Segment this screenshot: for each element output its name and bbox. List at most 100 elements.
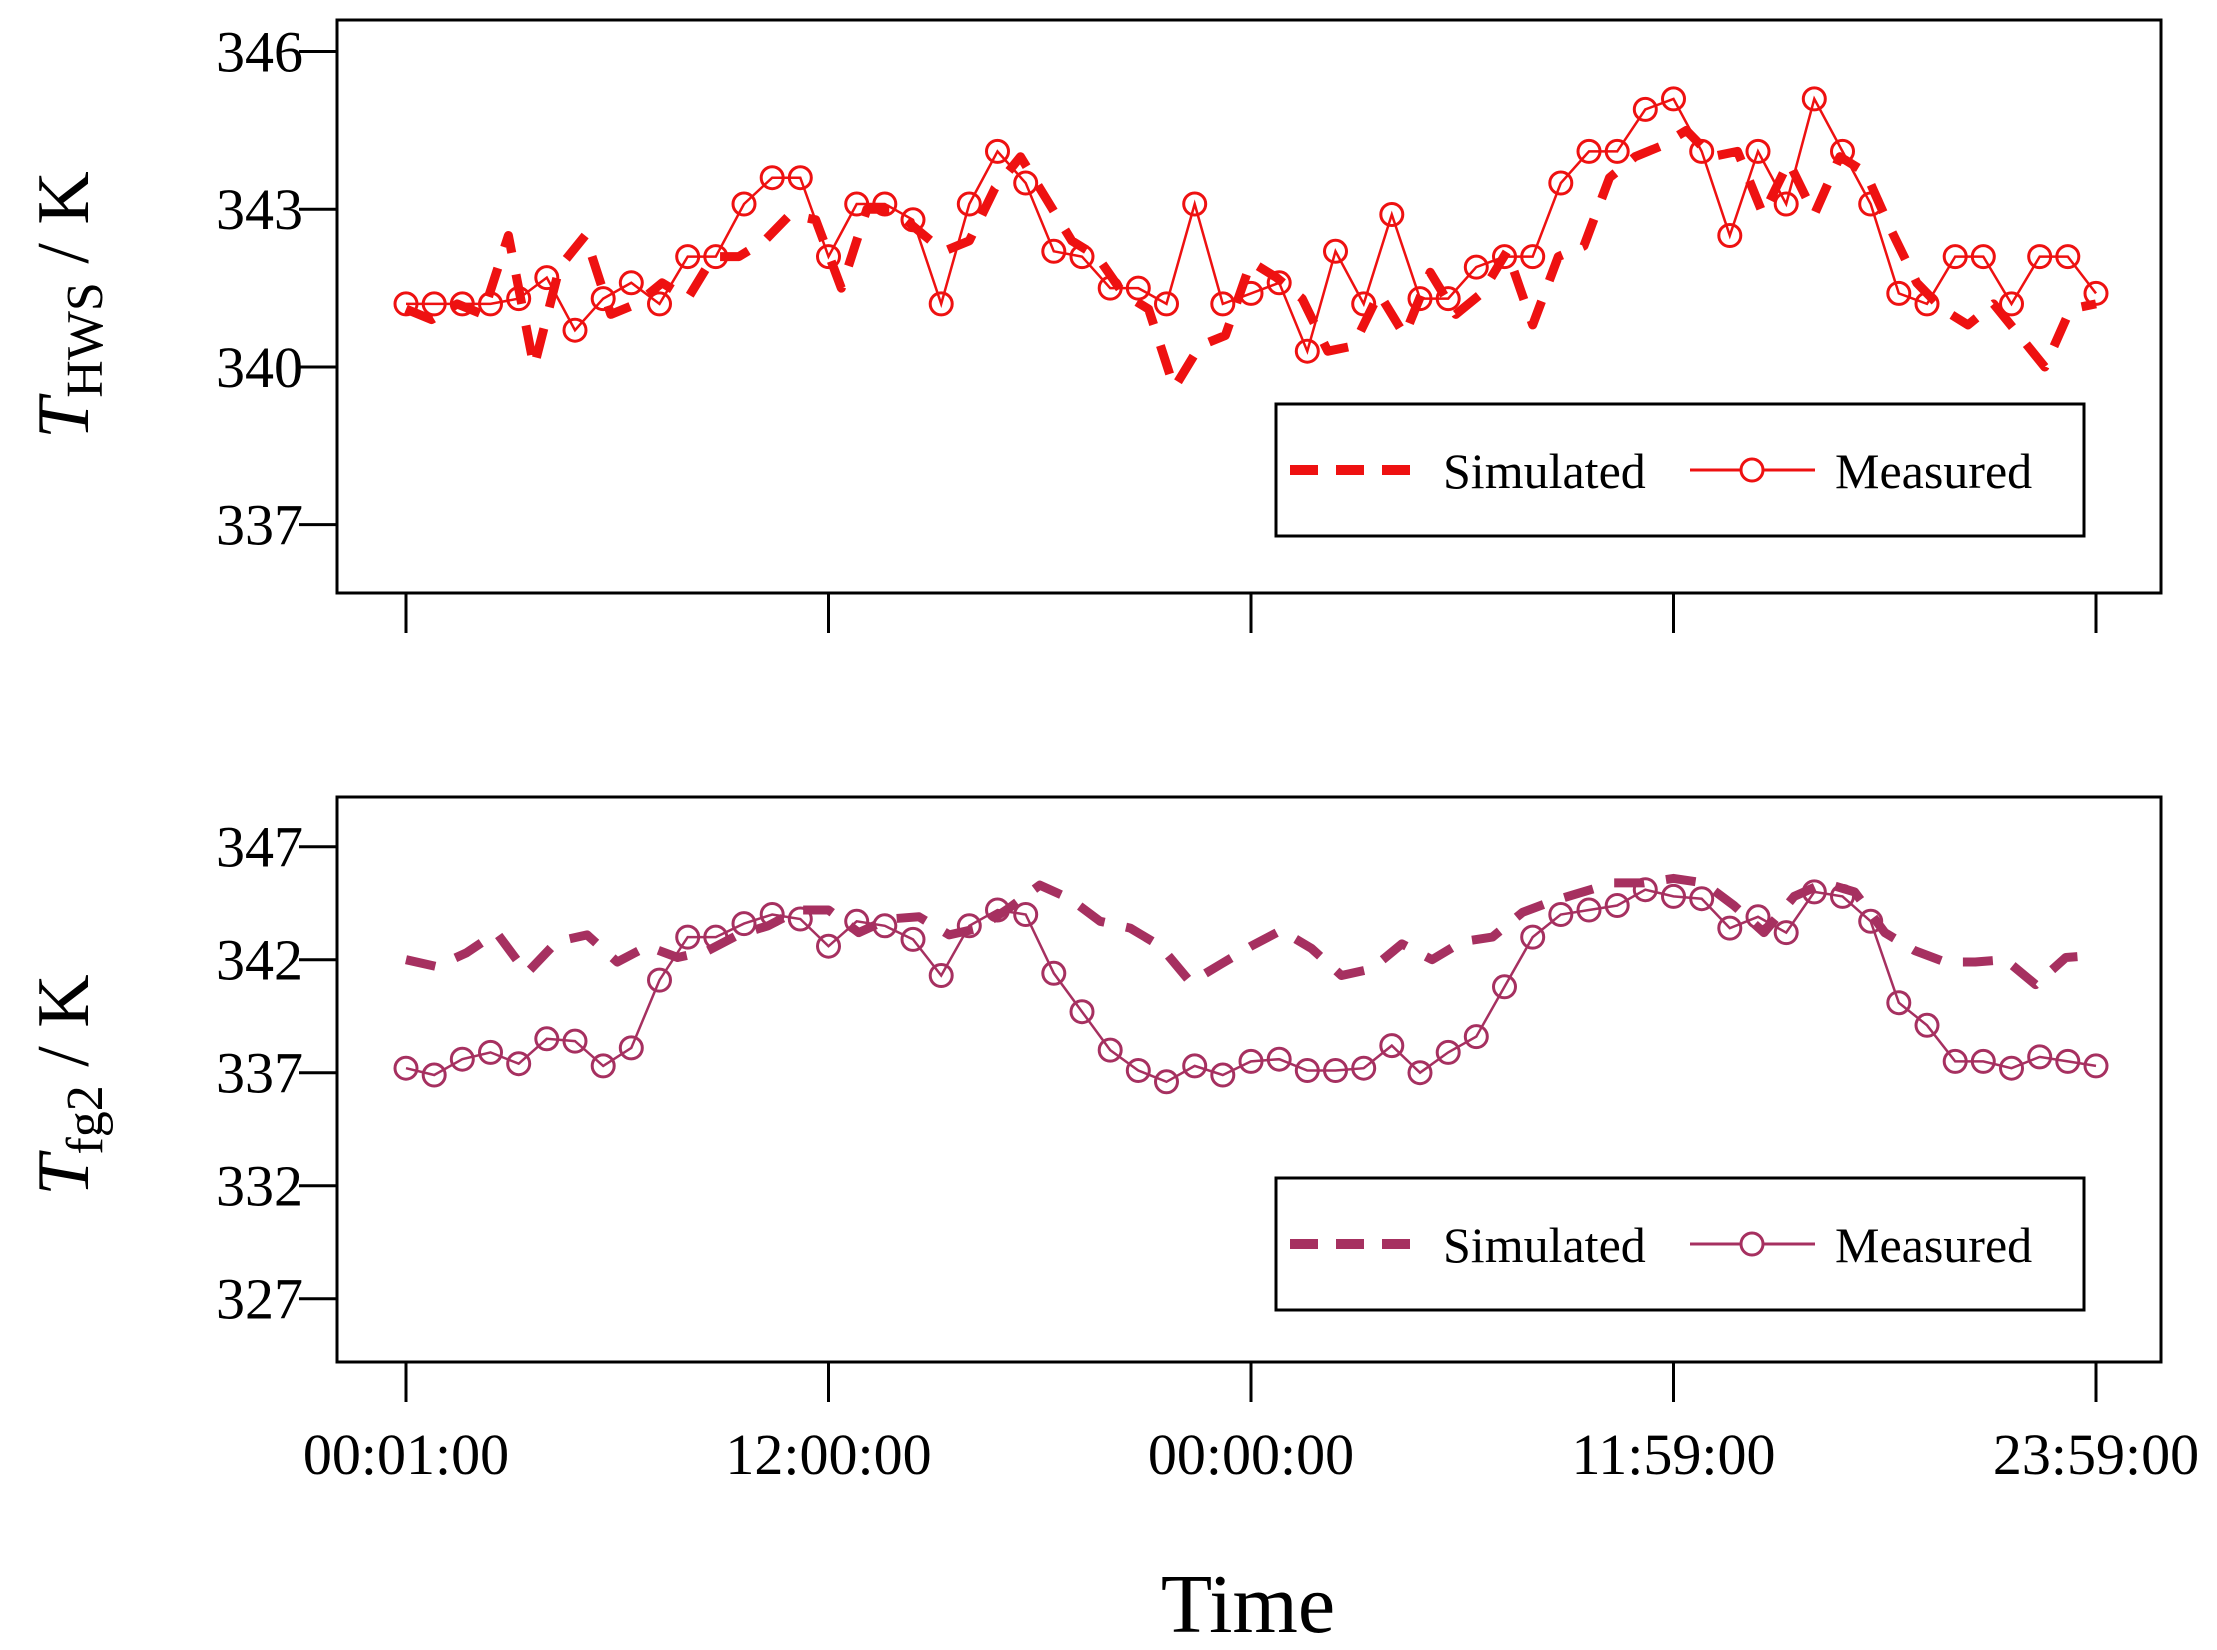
legend-bottom: Simulated Measured	[1274, 1176, 2086, 1312]
measured-point-bottom-17	[872, 913, 898, 939]
measured-point-bottom-39	[1492, 974, 1517, 1000]
measured-point-bottom-27	[1154, 1069, 1179, 1095]
measured-point-top-23	[1041, 238, 1067, 264]
measured-point-bottom-13	[759, 902, 785, 927]
measured-point-top-30	[1238, 280, 1264, 306]
measured-point-bottom-56	[1970, 1048, 1996, 1074]
measured-point-bottom-42	[1576, 897, 1602, 923]
measured-point-top-9	[647, 291, 672, 317]
legend-box-bottom	[1274, 1176, 2086, 1312]
measured-point-top-19	[928, 291, 954, 317]
measured-point-top-58	[2027, 244, 2053, 270]
measured-point-bottom-22	[1013, 902, 1039, 927]
legend-box-top	[1274, 402, 2086, 538]
legend-label-measured-bottom: Measured	[1835, 1217, 2032, 1273]
measured-point-top-4	[506, 286, 532, 312]
y-tick-label-top-1: 340	[216, 335, 303, 400]
measured-point-bottom-52	[1858, 908, 1884, 934]
series-simulated-top	[404, 125, 2097, 393]
measured-point-top-8	[618, 270, 644, 296]
legend-label-simulated-top: Simulated	[1443, 443, 1646, 499]
measured-point-bottom-14	[787, 906, 813, 932]
y-tick-label-top-0: 337	[216, 493, 303, 558]
measured-point-top-50	[1801, 86, 1827, 112]
measured-point-top-13	[759, 165, 785, 191]
measured-point-bottom-57	[1999, 1055, 2024, 1081]
measured-point-bottom-35	[1379, 1033, 1405, 1059]
measured-point-top-28	[1182, 191, 1208, 217]
measured-point-top-47	[1717, 223, 1743, 248]
measured-point-top-20	[956, 191, 982, 217]
measured-point-top-59	[2055, 244, 2081, 270]
measured-point-bottom-44	[1632, 877, 1658, 903]
measured-point-bottom-25	[1097, 1037, 1123, 1063]
measured-point-top-51	[1830, 138, 1855, 164]
measured-point-bottom-8	[618, 1035, 644, 1061]
measured-point-bottom-10	[675, 924, 701, 950]
measured-point-top-48	[1745, 138, 1771, 164]
measured-point-top-52	[1858, 191, 1884, 217]
measured-point-top-40	[1520, 244, 1546, 270]
measured-point-bottom-20	[956, 913, 982, 939]
measured-point-top-49	[1773, 191, 1799, 217]
measured-point-top-27	[1154, 291, 1179, 317]
measured-point-bottom-33	[1323, 1058, 1348, 1083]
x-tick-label-0: 00:01:00	[303, 1422, 509, 1487]
legend-top: Simulated Measured	[1274, 402, 2086, 538]
measured-point-bottom-53	[1886, 990, 1912, 1016]
measured-point-bottom-45	[1661, 883, 1686, 909]
measured-point-bottom-16	[844, 908, 870, 934]
y-tick-label-bottom-0: 327	[216, 1267, 303, 1332]
measured-point-bottom-7	[590, 1053, 616, 1079]
x-tick-label-1: 12:00:00	[725, 1422, 931, 1487]
measured-point-bottom-1	[421, 1062, 447, 1088]
x-axis-title: Time	[1161, 1558, 1335, 1650]
y-tick-label-top-3: 346	[216, 20, 303, 85]
measured-point-bottom-28	[1182, 1053, 1208, 1079]
measured-point-bottom-41	[1548, 902, 1574, 927]
panel-tfg2: Tfg2 / K Simulated Measured 00:01:00 12:0…	[23, 795, 2199, 1487]
measured-point-bottom-58	[2027, 1044, 2053, 1070]
y-tick-label-bottom-4: 347	[216, 815, 303, 880]
series-measured-top	[393, 86, 2109, 364]
y-tick-label-bottom-2: 337	[216, 1041, 303, 1106]
measured-point-bottom-37	[1435, 1039, 1461, 1065]
measured-point-bottom-60	[2083, 1053, 2109, 1079]
measured-point-top-17	[872, 191, 898, 217]
measured-point-top-25	[1097, 275, 1123, 301]
series-measured-bottom	[393, 877, 2109, 1095]
measured-point-bottom-15	[816, 933, 841, 959]
measured-point-top-11	[703, 244, 729, 270]
legend-swatch-measured-marker-top	[1739, 457, 1765, 483]
measured-point-top-3	[478, 291, 503, 317]
measured-point-top-54	[1914, 291, 1940, 317]
measured-point-bottom-38	[1463, 1024, 1489, 1050]
measured-point-bottom-49	[1773, 920, 1799, 946]
measured-point-bottom-34	[1351, 1055, 1377, 1081]
measured-line-top	[406, 95, 2097, 356]
measured-point-top-35	[1379, 202, 1405, 227]
measured-point-bottom-26	[1125, 1058, 1151, 1083]
measured-point-top-43	[1604, 138, 1630, 164]
measured-point-bottom-2	[449, 1046, 475, 1072]
measured-point-top-55	[1942, 244, 1968, 270]
measured-point-top-44	[1632, 96, 1658, 122]
measured-point-top-32	[1294, 338, 1320, 364]
measured-point-top-41	[1548, 170, 1574, 196]
y-tick-label-top-2: 343	[216, 177, 303, 242]
measured-point-bottom-3	[478, 1039, 503, 1065]
measured-point-bottom-55	[1942, 1048, 1968, 1074]
legend-label-simulated-bottom: Simulated	[1443, 1217, 1646, 1273]
measured-point-top-34	[1351, 291, 1377, 317]
measured-point-bottom-36	[1407, 1060, 1433, 1086]
legend-swatch-measured-marker-bottom	[1739, 1231, 1765, 1257]
measured-point-top-38	[1463, 254, 1489, 280]
measured-point-bottom-32	[1294, 1058, 1320, 1083]
measured-point-top-10	[675, 244, 701, 270]
measured-point-bottom-4	[506, 1051, 532, 1077]
measured-point-top-1	[421, 291, 447, 317]
measured-point-bottom-6	[562, 1028, 588, 1054]
measured-point-top-36	[1407, 286, 1433, 312]
y-axis-title-top: THWS / K	[23, 171, 114, 439]
measured-point-top-56	[1970, 244, 1996, 270]
